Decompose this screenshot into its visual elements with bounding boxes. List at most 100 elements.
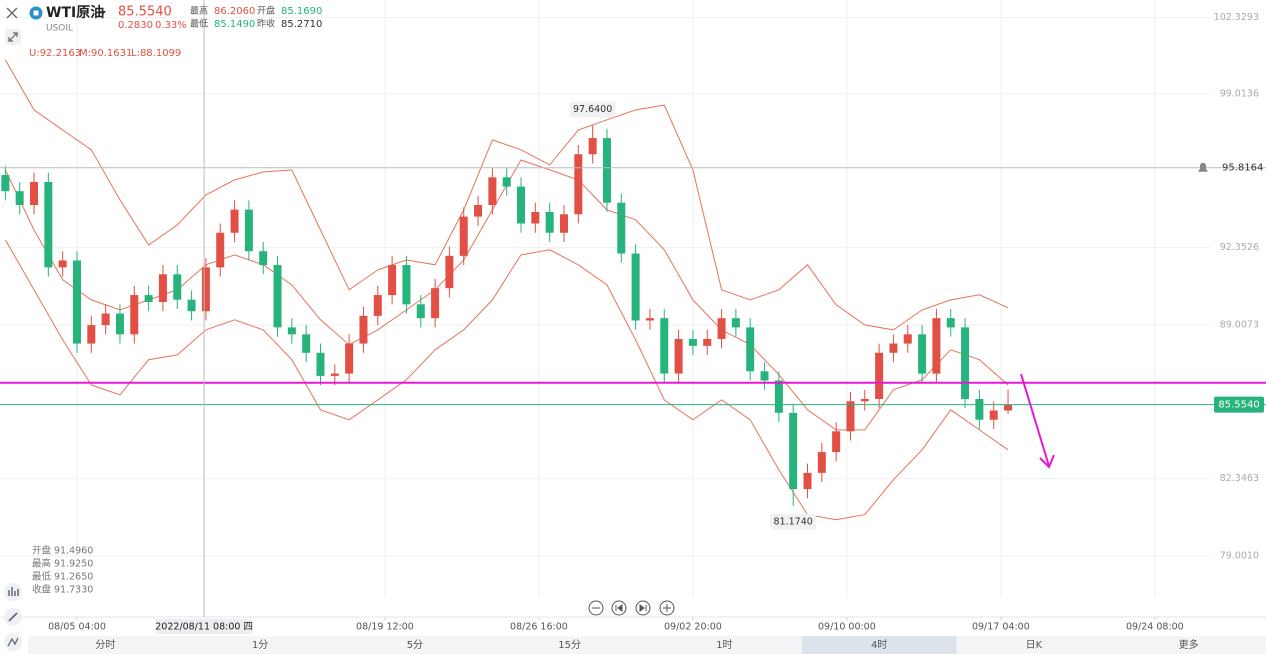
band-info: M:90.1631 [79, 48, 132, 59]
tab[interactable]: 分时 [95, 639, 115, 651]
candle-body [760, 371, 769, 381]
crosshair-box [156, 619, 253, 634]
stat-label: 最低 [190, 18, 208, 30]
candle-body [273, 265, 282, 328]
candle-body [115, 313, 124, 335]
candle-body [101, 313, 110, 326]
candle-body [803, 472, 812, 490]
candle-body [388, 265, 397, 296]
tool-icon [8, 587, 19, 596]
candle-body [674, 338, 683, 374]
tool-compare[interactable] [4, 633, 22, 651]
candle-body [774, 380, 783, 413]
candle-body [459, 216, 468, 256]
candle-body [1004, 404, 1013, 411]
candle-body [789, 412, 798, 490]
crosshair-label: 2022/08/11 08:00 四 [155, 622, 253, 633]
tab-bar-bg [28, 636, 1266, 654]
band-info: L:88.1099 [131, 48, 181, 59]
tab[interactable]: 5分 [407, 639, 423, 651]
candle-body [889, 343, 898, 353]
candle-body [402, 265, 411, 305]
candle-body [961, 327, 970, 399]
ohlc-panel: 开盘 91.4960 最高 91.9250 最低 91.2650 收盘 91.7… [32, 545, 93, 596]
candle-body [488, 177, 497, 206]
band-line [4, 239, 1009, 521]
ohlc-label: 收盘 [32, 584, 52, 596]
tool-indicator[interactable] [4, 583, 22, 601]
candle-body [645, 318, 654, 321]
arrow-line [1020, 373, 1050, 467]
candle-body [173, 274, 182, 300]
candle-body [903, 334, 912, 344]
tool-icon [8, 612, 18, 622]
symbol-dropdown[interactable] [100, 11, 106, 15]
icon [639, 604, 647, 612]
candle-body [58, 260, 67, 268]
candle-body [502, 177, 511, 187]
y-tick-label: 79.0010 [1220, 550, 1259, 561]
alert-icon [1198, 162, 1208, 172]
x-tick-label: 09/10 00:00 [818, 622, 876, 633]
icon [615, 604, 623, 612]
candle-body [259, 251, 268, 266]
x-tick-label: 09/17 04:00 [972, 622, 1030, 633]
tab[interactable]: 1时 [716, 639, 732, 651]
stat-value: 86.2060 [214, 6, 255, 17]
change: 0.2830 [118, 20, 153, 31]
price-line-label: 85.5540 [1218, 400, 1259, 411]
candle-body [445, 255, 454, 289]
candle-body [545, 211, 554, 233]
extreme-label: 97.6400 [573, 104, 612, 115]
candle-body [932, 318, 941, 374]
band-info: U:92.2163 [29, 48, 81, 59]
x-tick-label: 09/24 08:00 [1126, 622, 1184, 633]
tab[interactable]: 1分 [252, 639, 268, 651]
candle-body [330, 373, 339, 376]
ohlc-value: 91.9250 [54, 559, 93, 570]
candle-body [216, 232, 225, 268]
candle-body [244, 209, 253, 252]
x-tick-label: 08/19 12:00 [356, 622, 414, 633]
last-price: 85.5540 [118, 5, 172, 20]
candle-body [688, 338, 697, 346]
tab[interactable]: 更多 [1179, 638, 1199, 651]
candle-body [574, 154, 583, 215]
candle-body [602, 138, 611, 203]
tab[interactable]: 日K [1026, 640, 1043, 651]
ohlc-value: 91.7330 [54, 585, 93, 596]
candle-body [832, 431, 841, 453]
candle-body [975, 398, 984, 420]
candle-body [230, 209, 239, 233]
candle-body [989, 410, 998, 420]
y-tick-label: 99.0136 [1220, 88, 1259, 99]
extreme-box [569, 101, 616, 118]
symbol[interactable]: WTI原油 [46, 4, 104, 21]
candle-body [302, 334, 311, 353]
candle-body [559, 214, 568, 233]
header: WTI原油 USOIL 85.5540 0.2830 0.33% 最高 86.2… [5, 4, 322, 59]
tab[interactable]: 15分 [558, 639, 581, 651]
candle-body [44, 181, 53, 268]
zoom-controls [588, 600, 675, 616]
candle-body [846, 401, 855, 432]
candle-body [345, 343, 354, 374]
candle-body [517, 186, 526, 224]
candle-body [731, 318, 740, 328]
candle-body [1, 175, 10, 192]
stat-value: 85.1490 [214, 19, 255, 30]
change-pct: 0.33% [155, 20, 187, 31]
tab[interactable]: 4时 [871, 639, 887, 651]
stat-label: 昨收 [257, 18, 275, 30]
candle-body [474, 205, 483, 217]
candle-body [860, 398, 869, 402]
x-tick-label: 09/02 20:00 [664, 622, 722, 633]
candle-body [717, 318, 726, 339]
close-button[interactable] [6, 7, 18, 19]
ohlc-label: 最低 [32, 571, 52, 583]
stat-value: 85.1690 [281, 6, 322, 17]
candle-body [287, 327, 296, 335]
candle-body [431, 288, 440, 319]
expand-icon [8, 32, 18, 42]
